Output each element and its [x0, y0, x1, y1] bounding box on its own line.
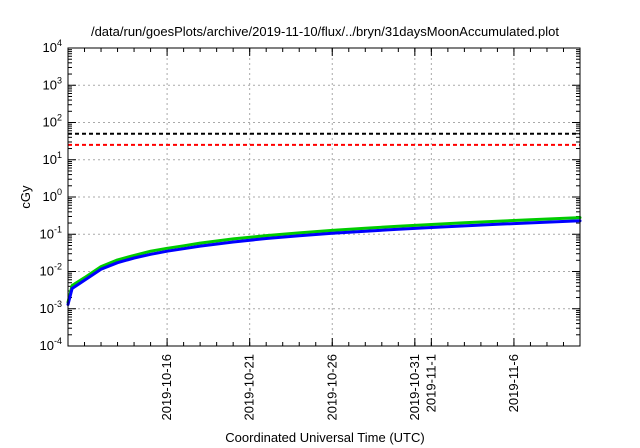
x-tick-label: 2019-10-16 [159, 354, 174, 421]
x-tick-label: 2019-11-6 [506, 354, 521, 412]
data-series [66, 216, 582, 306]
y-tick-label: 100 [43, 187, 62, 204]
y-axis-label: cGy [18, 185, 33, 209]
series-line [66, 216, 582, 304]
x-tick-label: 2019-10-31 [407, 354, 422, 421]
y-tick-label: 103 [43, 75, 62, 92]
threshold-lines [68, 132, 580, 146]
y-tick-label: 10-2 [40, 262, 62, 279]
y-tick-label: 101 [43, 150, 62, 167]
series-line [66, 219, 582, 306]
x-tick-label: 2019-11-1 [423, 354, 438, 412]
chart-title: /data/run/goesPlots/archive/2019-11-10/f… [91, 24, 559, 39]
plot-frame [67, 47, 581, 347]
y-tick-label: 10-3 [40, 299, 62, 316]
axis-ticks: 10-4 10-3 10-2 10-1 100 101 102 103 104 2019-10-1… [40, 38, 580, 421]
y-tick-label: 104 [43, 38, 62, 55]
x-axis-label: Coordinated Universal Time (UTC) [225, 430, 424, 445]
x-tick-label: 2019-10-21 [242, 354, 257, 421]
x-tick-label: 2019-10-26 [324, 354, 339, 421]
y-tick-label: 102 [43, 113, 62, 130]
y-tick-label: 10-1 [40, 224, 62, 241]
y-tick-label: 10-4 [40, 336, 62, 353]
